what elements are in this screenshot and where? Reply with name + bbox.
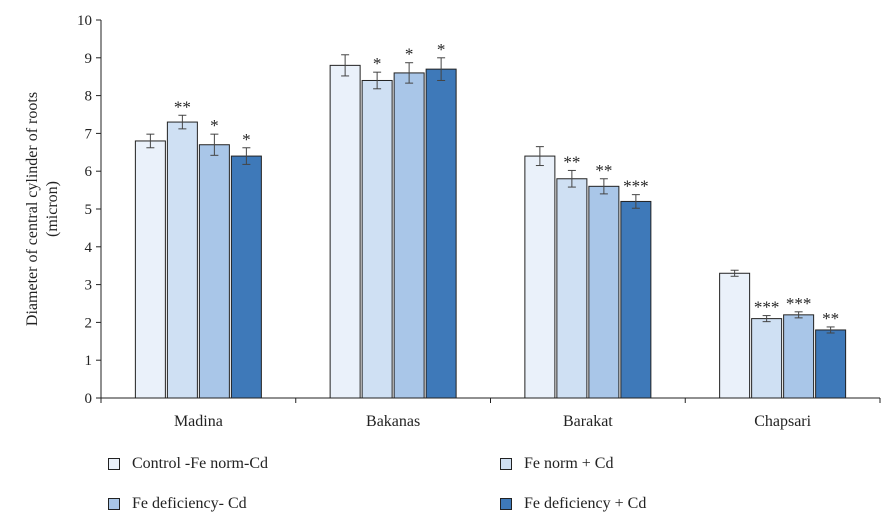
bar [198,144,230,399]
bar [751,318,783,399]
x-category-label: Barakat [563,413,613,430]
legend-swatch [108,498,120,510]
bars: ***** * *** ******** ***** [134,40,847,399]
y-tick-label: 1 [85,353,93,369]
legend-item: Fe deficiency + Cd [500,495,646,513]
bar [556,178,588,399]
bar [393,72,425,399]
legend-label: Control -Fe norm-Cd [132,455,268,472]
legend-item: Control -Fe norm-Cd [108,455,268,473]
legend-label: Fe norm + Cd [524,455,614,472]
y-axis-label: Diameter of central cylinder of roots [24,92,41,326]
y-axis: 0 1 2 3 4 5 6 7 8 9 10 [77,13,102,407]
y-tick-label: 4 [85,240,93,256]
bar [134,140,166,399]
legend-item: Fe norm + Cd [500,455,613,473]
significance-label: *** [786,294,812,313]
significance-label: * [437,40,446,59]
significance-label: ** [822,309,839,328]
significance-label: *** [623,177,649,196]
x-category-label: Madina [174,413,223,430]
y-tick-label: 3 [85,278,93,294]
y-tick-label: 6 [85,164,93,180]
bar [230,155,262,399]
y-tick-label: 9 [85,51,93,67]
bar-chart: 0 1 2 3 4 5 6 7 8 9 10 Madina Bakanas Barakat Chapsar… [24,13,881,430]
bar [620,200,652,399]
x-category-label: Chapsari [754,413,811,430]
y-tick-label: 8 [85,89,93,105]
legend-item: Fe deficiency- Cd [108,495,247,513]
legend-swatch [500,498,512,510]
y-axis-title: Diameter of central cylinder of roots (mi… [24,92,61,326]
y-tick-label: 0 [85,391,93,407]
bar [783,314,815,399]
significance-label: * [405,45,414,64]
significance-label: * [373,54,382,73]
bar [524,155,556,399]
significance-label: *** [754,298,780,317]
y-tick-label: 10 [77,13,92,29]
bar [719,272,751,399]
y-tick-label: 2 [85,315,93,331]
bar [361,79,393,399]
bar [166,121,198,399]
legend-label: Fe deficiency + Cd [524,495,647,512]
y-axis-label: (micron) [44,181,61,237]
legend-swatch [108,458,120,470]
bar [329,64,361,399]
x-category-label: Bakanas [366,413,420,430]
legend-swatch [500,458,512,470]
y-tick-label: 5 [85,202,93,218]
significance-label: * [242,130,251,149]
significance-label: ** [563,152,580,171]
significance-label: ** [174,97,191,116]
bar [815,329,847,399]
significance-label: ** [595,161,612,180]
significance-label: * [210,116,219,135]
y-tick-label: 7 [85,126,93,142]
bar [588,185,620,399]
bar [425,68,457,399]
x-axis: Madina Bakanas Barakat Chapsari [100,397,881,430]
legend-label: Fe deficiency- Cd [132,495,247,512]
